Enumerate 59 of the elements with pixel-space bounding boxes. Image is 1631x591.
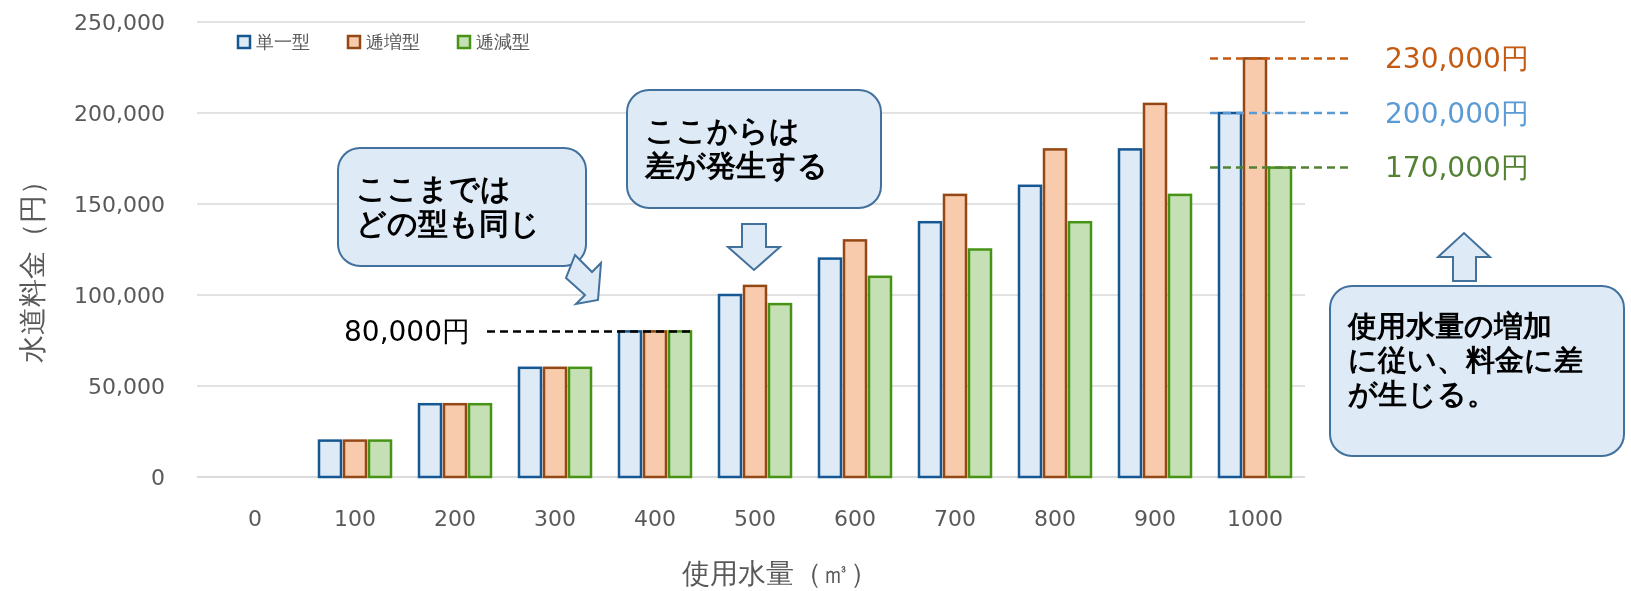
y-axis-title: 水道料金（円） bbox=[16, 166, 49, 363]
bar bbox=[442, 402, 468, 479]
y-tick-label: 100,000 bbox=[74, 282, 165, 308]
y-tick-label: 150,000 bbox=[74, 191, 165, 217]
x-tick-label: 800 bbox=[1034, 506, 1076, 531]
x-tick-label: 1000 bbox=[1227, 506, 1283, 531]
bar bbox=[642, 330, 668, 479]
x-tick-label: 700 bbox=[934, 506, 976, 531]
x-tick-label: 400 bbox=[634, 506, 676, 531]
bar bbox=[1267, 166, 1293, 479]
bar bbox=[467, 402, 493, 479]
bar bbox=[542, 366, 568, 479]
legend-label: 逓減型 bbox=[476, 31, 530, 52]
bar bbox=[1142, 102, 1168, 479]
annotation: ここからは差が発生する bbox=[644, 112, 828, 184]
bar bbox=[1067, 220, 1093, 479]
bar bbox=[617, 330, 643, 479]
y-tick-label: 0 bbox=[151, 464, 165, 490]
x-tick-label: 500 bbox=[734, 506, 776, 531]
bar bbox=[767, 302, 793, 479]
legend-label: 単一型 bbox=[256, 31, 310, 52]
bar bbox=[1042, 148, 1068, 479]
bar bbox=[1117, 148, 1143, 479]
y-tick-label: 250,000 bbox=[74, 9, 165, 35]
ref-line-label: 200,000円 bbox=[1385, 96, 1529, 130]
text: 使用水量の増加に従い、料金に差が生じる。 bbox=[1347, 308, 1583, 412]
x-tick-label: 300 bbox=[534, 506, 576, 531]
bar bbox=[942, 193, 968, 479]
bar bbox=[1017, 184, 1043, 479]
bar bbox=[817, 257, 843, 479]
legend-label: 逓増型 bbox=[366, 31, 420, 52]
bar bbox=[567, 366, 593, 479]
bar bbox=[742, 284, 768, 479]
ref-line-label: 170,000円 bbox=[1385, 151, 1529, 185]
x-tick-label: 600 bbox=[834, 506, 876, 531]
x-tick-label: 100 bbox=[334, 506, 376, 531]
x-axis-title: 使用水量（㎥） bbox=[682, 557, 878, 590]
bar bbox=[367, 439, 393, 479]
bar bbox=[867, 275, 893, 479]
annotation: ここまではどの型も同じ bbox=[356, 170, 540, 242]
y-tick-label: 50,000 bbox=[88, 373, 165, 399]
bar bbox=[967, 248, 993, 479]
bar bbox=[717, 293, 743, 479]
bar bbox=[342, 439, 368, 479]
bar bbox=[417, 402, 443, 479]
x-tick-label: 0 bbox=[248, 506, 262, 531]
bar bbox=[1242, 57, 1268, 479]
ref-line-label: 230,000円 bbox=[1385, 42, 1529, 76]
y-tick-label: 200,000 bbox=[74, 100, 165, 126]
bar bbox=[1167, 193, 1193, 479]
bar bbox=[317, 439, 343, 479]
bar bbox=[917, 220, 943, 479]
bar bbox=[517, 366, 543, 479]
x-tick-label: 900 bbox=[1134, 506, 1176, 531]
bar bbox=[667, 330, 693, 479]
bar bbox=[842, 239, 868, 479]
bar bbox=[1217, 111, 1243, 479]
x-tick-label: 200 bbox=[434, 506, 476, 531]
ref-line-label: 80,000円 bbox=[344, 315, 470, 349]
